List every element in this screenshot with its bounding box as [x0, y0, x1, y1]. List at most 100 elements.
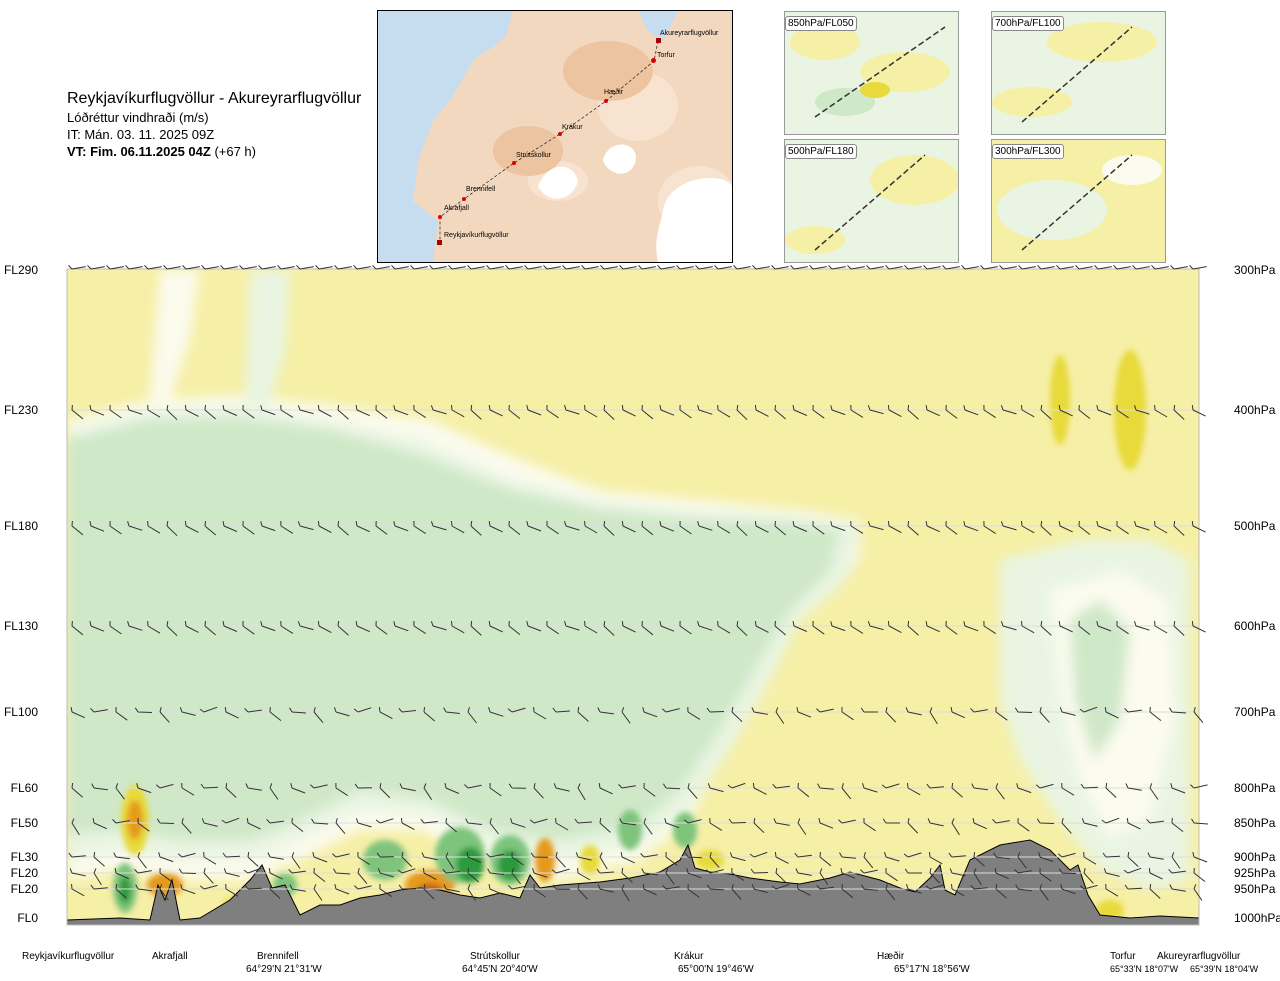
wind-barb [942, 265, 960, 270]
wind-barb [929, 851, 943, 865]
wind-barb [679, 620, 692, 635]
wind-barb [1014, 869, 1032, 874]
wind-barb [564, 405, 580, 415]
wind-barb [887, 404, 902, 418]
wind-barb [641, 868, 658, 876]
wind-barb [156, 818, 175, 824]
wind-barb [906, 884, 922, 894]
wind-barb [353, 265, 371, 270]
level-panel-700-label: 700hPa/FL100 [992, 16, 1064, 31]
wind-barb [1081, 818, 1098, 827]
wind-barb [312, 851, 328, 863]
wind-barb [529, 818, 548, 824]
wind-barb [430, 521, 447, 531]
level-panel-500[interactable]: 500hPa/FL180 [784, 139, 959, 263]
map-marker-krakur [558, 132, 562, 136]
wind-barb [860, 869, 878, 874]
wind-barb [524, 265, 542, 270]
wind-barb [290, 782, 306, 794]
wind-barb [659, 620, 675, 632]
wind-barb [1079, 706, 1098, 713]
wind-barb [144, 265, 162, 270]
loc-name-akrafjall: Akrafjall [152, 951, 188, 962]
level-panel-700[interactable]: 700hPa/FL100 [991, 11, 1166, 135]
wind-barbs [68, 265, 1209, 902]
wind-barb [686, 868, 702, 879]
wind-barb [467, 707, 477, 724]
wind-barb [106, 265, 124, 270]
wind-barb [603, 521, 615, 536]
wind-barb [945, 520, 958, 535]
wind-barb [136, 783, 152, 794]
wind-barb [717, 620, 731, 634]
wind-barb [114, 868, 130, 880]
wind-barb [331, 853, 350, 858]
wind-barb [733, 265, 751, 270]
map-marker-torfur [651, 58, 656, 63]
wind-barb [994, 868, 1010, 880]
wind-barb [297, 621, 314, 631]
wind-barb [598, 783, 613, 795]
wind-barb [619, 818, 636, 826]
wind-barb [706, 707, 725, 713]
wind-barb [885, 868, 898, 882]
wind-barb [1132, 265, 1150, 270]
hpa-label-500: 500hPa [1234, 519, 1276, 533]
wind-barb [731, 884, 742, 900]
wind-barb [1134, 621, 1150, 631]
wind-barb [697, 621, 713, 631]
wind-barb [1096, 520, 1112, 532]
wind-barb [1040, 620, 1052, 636]
wind-barb [297, 521, 314, 531]
map-marker-akureyri [656, 38, 661, 43]
wind-barb [243, 867, 262, 874]
wind-barb [1134, 521, 1150, 531]
wind-barb [289, 707, 307, 714]
wind-barb [619, 265, 637, 270]
wind-barb [69, 868, 86, 877]
wind-barb [442, 868, 460, 874]
wind-barb [423, 783, 433, 800]
hpa-label-700: 700hPa [1234, 705, 1276, 719]
wind-barb [335, 782, 348, 797]
level-panel-850[interactable]: 850hPa/FL050 [784, 11, 959, 135]
wind-barb [1154, 520, 1168, 534]
wind-barb [1168, 868, 1186, 874]
wind-barb [429, 265, 447, 270]
wind-barb [372, 265, 390, 270]
wind-barb [948, 852, 966, 858]
wind-barb [714, 265, 732, 270]
wind-barb [771, 883, 790, 890]
wind-barb [1080, 783, 1099, 789]
wind-barb [584, 620, 598, 634]
wind-barb [907, 818, 919, 834]
wind-barb [135, 884, 152, 892]
wind-barb [313, 867, 326, 882]
wind-barb [488, 621, 503, 633]
wind-barb [489, 782, 502, 797]
loc-name-haedir: Hæðir [877, 951, 905, 962]
wind-barb [400, 817, 415, 831]
wind-barb [709, 852, 720, 868]
wind-barb [269, 884, 281, 899]
wind-barb [297, 405, 314, 415]
level-panel-300[interactable]: 300hPa/FL300 [991, 139, 1166, 263]
wind-barb [317, 620, 332, 634]
wind-barb [1039, 867, 1052, 882]
wind-barb [71, 883, 85, 897]
wind-barb [792, 621, 808, 632]
wind-barb [774, 404, 787, 420]
wind-barb [983, 520, 996, 535]
wind-barb [683, 819, 702, 824]
wind-barb [1173, 521, 1185, 536]
wind-barb [288, 868, 306, 874]
wind-barb [709, 817, 723, 831]
wind-barb [317, 404, 332, 418]
wind-barb [1154, 404, 1168, 418]
wind-barb [775, 707, 785, 724]
wind-barb [93, 851, 105, 867]
wind-barb [244, 707, 262, 713]
wind-barb [357, 868, 368, 885]
wind-barb [687, 883, 700, 898]
